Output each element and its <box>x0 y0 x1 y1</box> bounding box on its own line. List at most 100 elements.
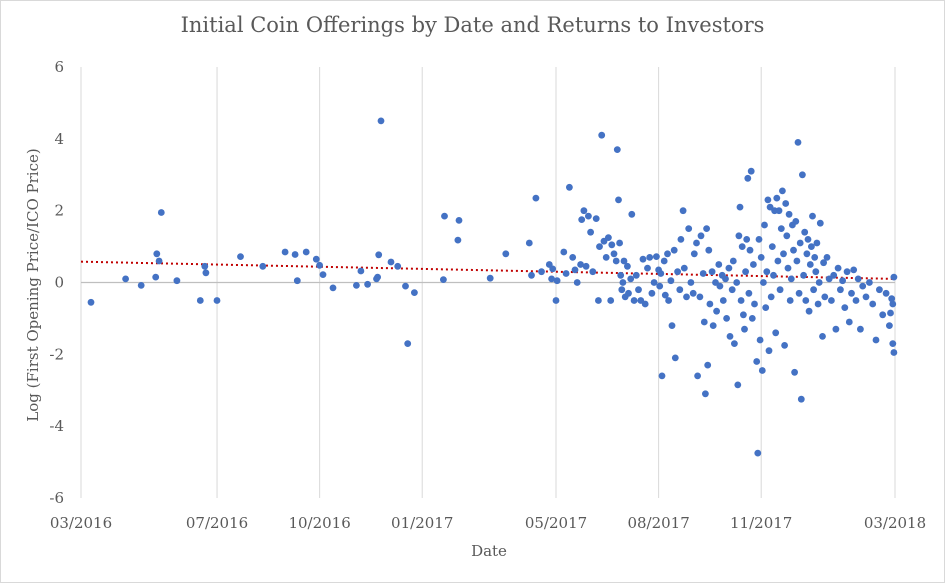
data-point <box>585 212 592 220</box>
data-point <box>155 257 163 265</box>
data-point <box>683 293 690 301</box>
data-point <box>887 309 894 317</box>
data-point <box>845 318 853 326</box>
data-point <box>293 277 301 285</box>
data-point <box>882 289 890 297</box>
data-point <box>620 257 628 265</box>
data-point <box>746 246 754 254</box>
x-tick-label: 03/2016 <box>50 514 112 532</box>
data-point <box>648 289 656 297</box>
data-point <box>676 286 684 294</box>
y-tick-label: 0 <box>54 274 64 292</box>
data-point <box>630 297 638 304</box>
data-point <box>767 293 775 301</box>
data-point <box>781 342 788 349</box>
data-point <box>731 340 738 347</box>
data-point <box>800 271 807 279</box>
data-point <box>736 203 744 211</box>
data-point <box>713 307 720 315</box>
data-point <box>312 255 320 263</box>
data-point <box>820 259 827 267</box>
data-point <box>665 297 672 304</box>
data-point <box>866 279 873 286</box>
data-point <box>291 251 299 258</box>
data-point <box>811 254 819 261</box>
data-point <box>153 250 161 258</box>
data-point <box>889 300 897 308</box>
data-point <box>810 286 817 294</box>
x-axis-title: Date <box>471 542 507 560</box>
data-point <box>748 315 756 322</box>
data-point <box>612 257 620 265</box>
data-point <box>758 367 766 374</box>
data-point <box>792 218 800 225</box>
x-tick-label: 11/2017 <box>730 514 792 532</box>
data-point <box>677 236 685 243</box>
data-point <box>814 300 822 308</box>
data-point <box>173 277 181 285</box>
data-point <box>889 340 897 347</box>
data-point <box>801 228 809 236</box>
data-point <box>569 254 577 261</box>
data-point <box>872 336 880 344</box>
data-point <box>646 254 654 261</box>
data-point <box>605 234 612 242</box>
data-point <box>658 372 666 380</box>
data-point <box>364 280 371 288</box>
data-point <box>709 322 717 329</box>
data-point <box>821 293 829 301</box>
data-point <box>259 262 267 270</box>
data-point <box>813 239 821 247</box>
data-point <box>725 264 733 272</box>
data-point <box>670 246 678 254</box>
x-tick-label: 07/2016 <box>186 514 248 532</box>
data-point <box>632 271 640 279</box>
data-point <box>697 232 705 240</box>
data-point <box>740 311 747 319</box>
data-point <box>625 289 632 297</box>
data-point <box>700 318 708 326</box>
data-point <box>668 322 676 329</box>
data-point <box>726 333 734 340</box>
data-point <box>757 254 765 261</box>
data-point <box>577 261 584 268</box>
data-point <box>834 264 842 272</box>
data-point <box>719 297 727 304</box>
data-point <box>764 196 772 204</box>
data-point <box>777 225 785 233</box>
data-point <box>850 266 858 274</box>
data-point <box>674 268 681 276</box>
data-point <box>587 228 594 236</box>
data-point <box>723 315 730 322</box>
data-point <box>679 207 687 215</box>
data-point <box>774 257 782 265</box>
data-point <box>787 275 795 283</box>
data-point <box>566 183 573 191</box>
chart-title: Initial Coin Offerings by Date and Retur… <box>180 13 765 37</box>
data-point <box>607 297 615 304</box>
data-point <box>589 268 597 276</box>
data-point <box>302 248 310 256</box>
data-point <box>737 297 745 304</box>
y-axis-title: Log (First Opening Price/ICO Price) <box>24 148 42 421</box>
data-point <box>773 194 781 202</box>
data-point <box>613 146 621 154</box>
data-point <box>715 261 723 268</box>
data-point <box>879 311 887 319</box>
data-point <box>641 300 649 308</box>
data-point <box>573 279 581 286</box>
data-point <box>628 210 636 218</box>
data-point <box>768 243 776 251</box>
data-point <box>876 286 883 294</box>
data-point <box>213 297 221 304</box>
data-point <box>802 297 810 304</box>
data-point <box>729 257 737 265</box>
data-point <box>644 264 651 272</box>
data-point <box>627 275 635 283</box>
data-points <box>87 117 898 457</box>
data-point <box>549 265 557 273</box>
data-point <box>741 325 748 333</box>
data-point <box>809 212 816 220</box>
